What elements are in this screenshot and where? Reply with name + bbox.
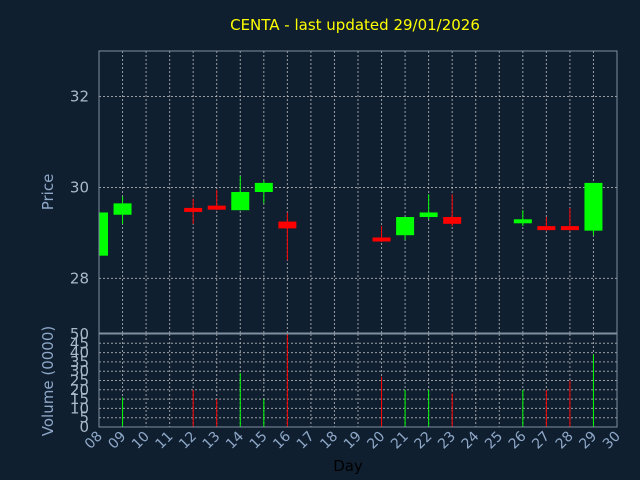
volume-tick-label: 5 <box>79 409 89 427</box>
candle-body <box>254 182 273 192</box>
volume-tick-label: 10 <box>70 399 89 417</box>
candle-body <box>207 205 226 210</box>
candle-body <box>278 221 297 229</box>
price-tick-label: 32 <box>70 87 89 105</box>
candle-body <box>372 237 391 242</box>
candle-body <box>560 226 579 231</box>
candle-body <box>99 212 108 256</box>
volume-tick-label: 50 <box>70 325 89 343</box>
volume-tick-label: 45 <box>70 334 89 352</box>
price-axis-label: Price <box>39 174 57 211</box>
price-tick-label: 28 <box>70 269 89 287</box>
candle-body <box>396 217 415 236</box>
volume-tick-label: 20 <box>70 381 89 399</box>
marks-layer <box>98 176 603 427</box>
price-tick-label: 30 <box>70 178 89 196</box>
candle-body <box>513 219 532 224</box>
volume-tick-label: 15 <box>70 390 89 408</box>
volume-tick-label: 35 <box>70 353 89 371</box>
volume-tick-label: 30 <box>70 362 89 380</box>
candle-body <box>113 203 132 215</box>
volume-axis-label: Volume (0000) <box>39 326 57 436</box>
x-axis-label: Day <box>333 457 363 475</box>
candle-body <box>419 212 438 218</box>
candle-body <box>231 192 250 211</box>
candle-body <box>184 207 203 212</box>
chart-title: CENTA - last updated 29/01/2026 <box>230 16 480 34</box>
volume-tick-label: 25 <box>70 372 89 390</box>
volume-tick-label: 40 <box>70 344 89 362</box>
candle-body <box>443 217 462 224</box>
candle-body <box>584 182 603 231</box>
price-panel-frame <box>98 50 618 334</box>
candle-body <box>537 226 556 231</box>
volume-tick-label: 0 <box>79 418 89 436</box>
volume-panel-frame <box>98 333 618 428</box>
